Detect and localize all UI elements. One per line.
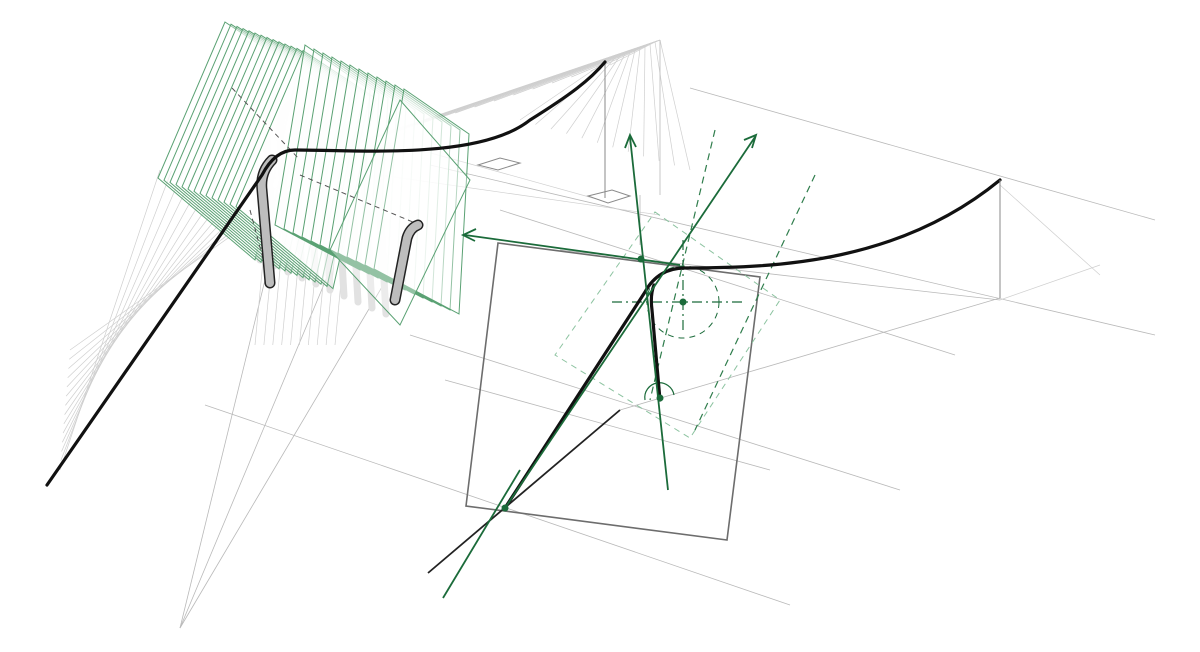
green-plane [187,32,329,272]
green-plane-stack [157,21,471,326]
left-fan-lines [59,169,346,471]
fan-line [65,175,253,397]
green-plane [346,76,443,303]
fan-line [612,49,636,148]
fan-line [581,53,626,139]
ghost-tube [262,94,280,270]
green-plane [193,34,335,275]
fan-line [519,61,606,121]
fan-line [596,51,631,143]
ghost-tube [332,124,350,300]
green-points [501,255,687,512]
green-construction [554,129,816,439]
ghost-tube [290,106,308,282]
ghost-tube [374,142,392,318]
fan-line [60,170,172,461]
green-plane [223,45,365,286]
fan-line [61,172,195,443]
fan-line [65,175,242,406]
fan-line [566,55,621,134]
fan-line [550,57,616,130]
ghost-tube [360,136,378,312]
primary-curve-right [427,178,1002,574]
fan-line [649,43,660,161]
fan-line [59,169,161,471]
fan-line [609,41,656,66]
fan-line [654,41,675,166]
green-plane [329,99,471,326]
fan-line [643,45,646,157]
fan-line [659,39,691,171]
arrow-head-icon [460,132,758,242]
green-plane [235,49,377,290]
fan-line [63,173,218,425]
ground-markers [476,40,661,245]
fan-line [61,171,184,452]
ghost-tube [276,100,294,276]
green-plane [211,41,353,281]
rotated-frame [465,242,761,541]
fan-line [66,176,265,388]
construction-lines [179,87,1156,629]
primary-curve-left [45,60,607,487]
fan-line [62,172,207,434]
green-plane [355,80,452,307]
